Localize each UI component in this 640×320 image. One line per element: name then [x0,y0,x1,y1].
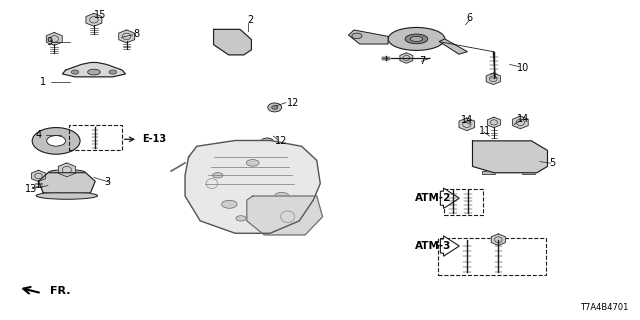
Text: 11: 11 [479,126,492,136]
Polygon shape [119,30,134,43]
Bar [482,171,495,174]
Text: 9: 9 [46,37,52,47]
Text: 15: 15 [94,10,106,20]
Ellipse shape [36,192,97,199]
Ellipse shape [388,28,445,50]
Polygon shape [38,173,95,193]
Ellipse shape [221,200,237,208]
Text: 4: 4 [35,130,42,140]
Ellipse shape [410,36,422,42]
Text: 8: 8 [133,29,139,39]
Text: 2: 2 [248,15,254,25]
Text: T7A4B4701: T7A4B4701 [580,303,628,312]
Ellipse shape [495,152,509,159]
Ellipse shape [226,39,239,45]
Ellipse shape [246,160,259,166]
Polygon shape [58,163,76,177]
Text: 12: 12 [275,136,287,146]
Ellipse shape [32,128,80,154]
Ellipse shape [271,106,278,109]
Polygon shape [185,140,320,233]
Polygon shape [348,30,388,44]
Bar [438,238,545,275]
Ellipse shape [109,70,116,74]
Bar [444,189,483,215]
Polygon shape [86,13,102,26]
Polygon shape [214,29,252,55]
Text: ATM-2: ATM-2 [415,193,452,203]
Text: 14: 14 [517,114,529,124]
Ellipse shape [264,140,270,144]
Text: 6: 6 [467,13,473,23]
Ellipse shape [236,216,246,221]
Text: 1: 1 [40,77,47,87]
Text: 5: 5 [548,158,555,168]
Ellipse shape [275,192,289,200]
Ellipse shape [47,136,65,146]
Text: 7: 7 [420,56,426,66]
Text: 13: 13 [24,184,37,194]
Polygon shape [31,170,45,181]
Ellipse shape [48,170,86,176]
Polygon shape [247,196,323,235]
Ellipse shape [88,69,100,75]
Text: 14: 14 [461,115,473,125]
Text: FR.: FR. [50,286,70,296]
Polygon shape [486,73,500,84]
Polygon shape [439,39,467,54]
Text: E-13: E-13 [143,134,166,144]
Polygon shape [400,53,413,63]
Text: 12: 12 [287,98,300,108]
Text: ATM-3: ATM-3 [415,241,452,251]
Text: 10: 10 [517,63,529,73]
Bar [522,171,535,174]
Polygon shape [472,141,547,173]
Polygon shape [63,62,125,77]
Ellipse shape [486,147,518,163]
Ellipse shape [268,103,282,112]
Polygon shape [492,234,506,245]
Ellipse shape [212,173,223,178]
Polygon shape [46,33,62,45]
Ellipse shape [71,70,79,74]
Bar [68,125,122,150]
Ellipse shape [260,138,274,147]
Polygon shape [488,117,500,128]
Text: 3: 3 [104,177,111,187]
Ellipse shape [405,34,428,44]
Ellipse shape [352,33,362,39]
Polygon shape [440,188,460,208]
Polygon shape [459,118,475,131]
Polygon shape [440,236,460,256]
Polygon shape [513,116,528,129]
